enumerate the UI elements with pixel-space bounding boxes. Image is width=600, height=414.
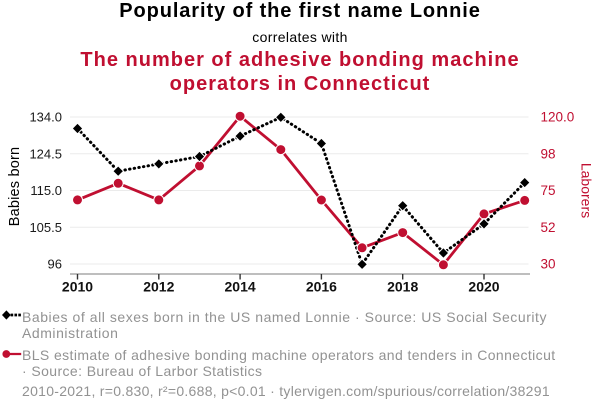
svg-text:2010: 2010 bbox=[62, 279, 93, 295]
svg-text:30: 30 bbox=[541, 257, 556, 272]
svg-text:124.5: 124.5 bbox=[29, 146, 62, 161]
svg-text:2016: 2016 bbox=[306, 279, 337, 295]
svg-text:98: 98 bbox=[541, 146, 556, 161]
svg-text:75: 75 bbox=[541, 183, 556, 198]
svg-text:115.0: 115.0 bbox=[30, 183, 62, 198]
svg-text:Babies born: Babies born bbox=[7, 147, 23, 227]
svg-text:105.5: 105.5 bbox=[29, 220, 62, 235]
svg-text:Laborers: Laborers bbox=[579, 163, 595, 218]
svg-text:2014: 2014 bbox=[225, 279, 256, 295]
svg-text:52: 52 bbox=[541, 220, 556, 235]
svg-text:120.0: 120.0 bbox=[541, 110, 575, 125]
svg-text:96: 96 bbox=[48, 257, 62, 272]
svg-text:2012: 2012 bbox=[143, 279, 174, 295]
svg-text:134.0: 134.0 bbox=[29, 110, 62, 125]
svg-text:2018: 2018 bbox=[387, 279, 418, 295]
svg-text:2020: 2020 bbox=[468, 279, 499, 295]
